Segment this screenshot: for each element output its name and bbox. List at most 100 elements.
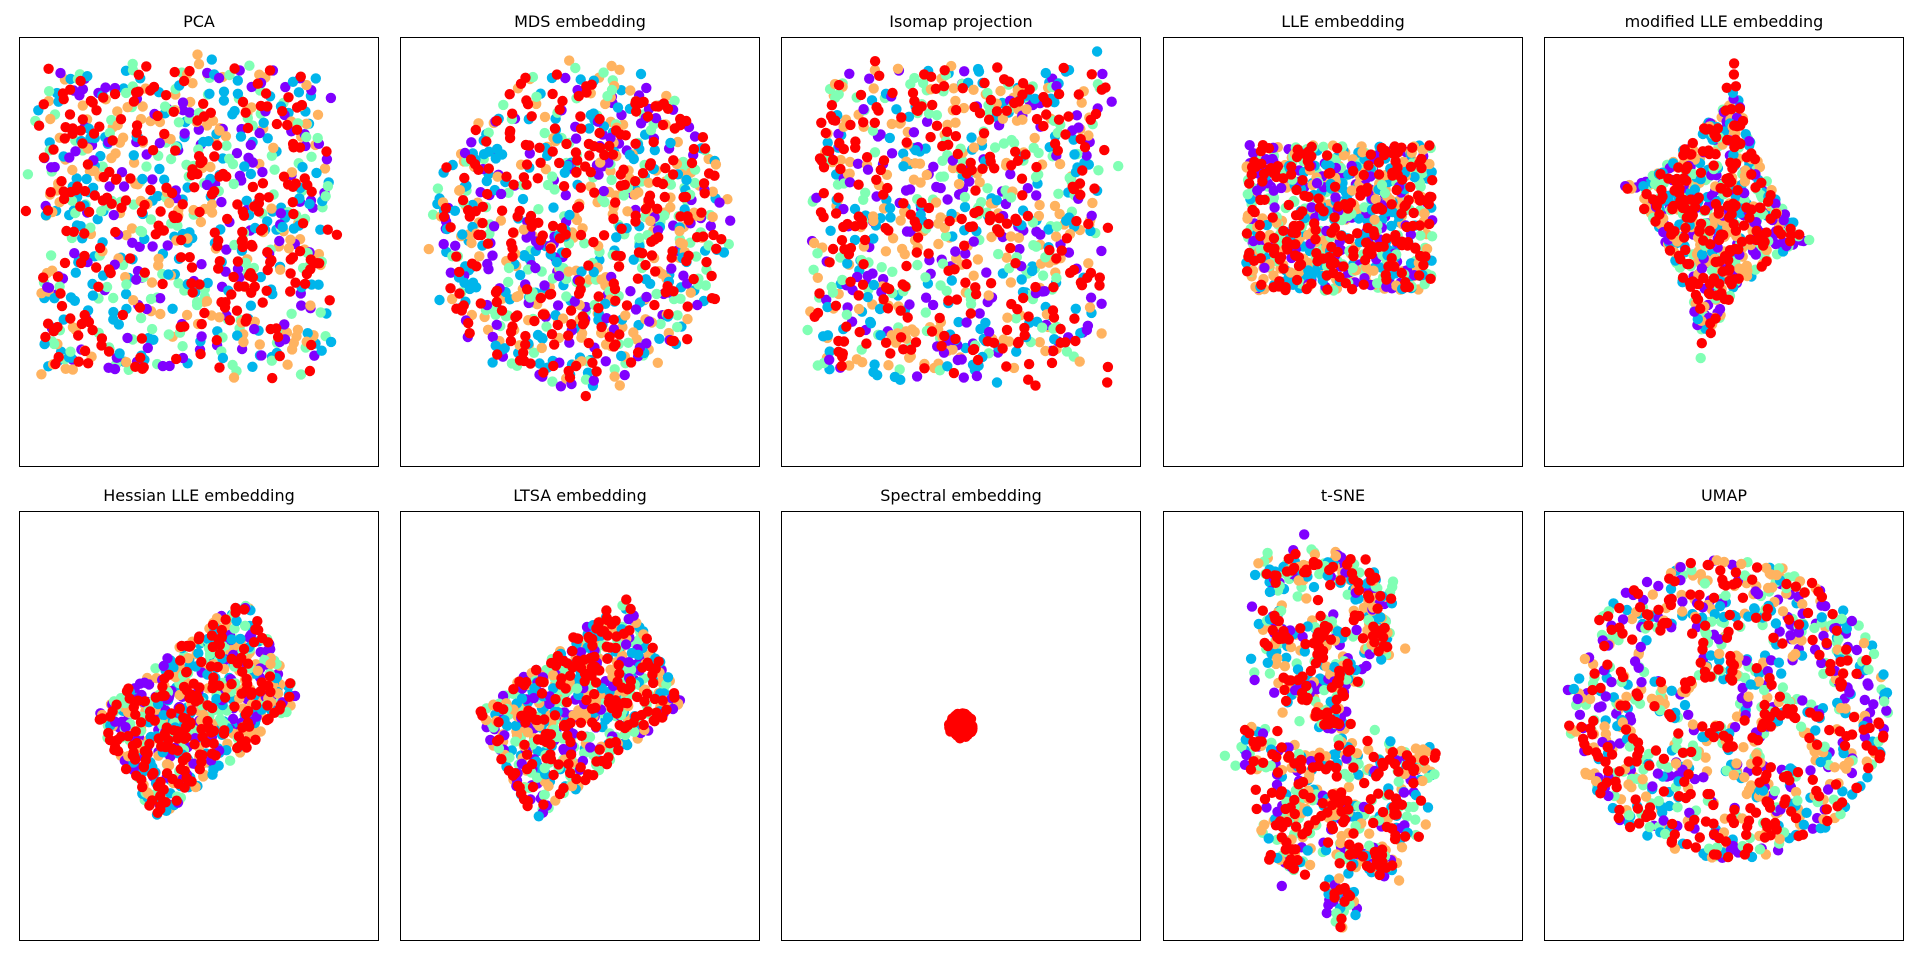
data-point bbox=[844, 360, 855, 371]
data-point bbox=[912, 259, 923, 271]
data-point bbox=[196, 259, 207, 270]
data-point bbox=[150, 692, 162, 703]
data-point bbox=[423, 243, 434, 255]
data-point bbox=[533, 204, 544, 215]
data-point bbox=[1664, 245, 1676, 256]
data-point bbox=[1697, 146, 1709, 157]
data-point bbox=[645, 125, 657, 136]
data-point bbox=[216, 297, 227, 308]
data-point bbox=[950, 117, 961, 128]
data-point bbox=[166, 708, 177, 719]
data-point bbox=[196, 318, 207, 330]
data-point bbox=[226, 653, 237, 665]
data-point bbox=[594, 113, 605, 125]
data-point bbox=[678, 192, 689, 203]
data-point bbox=[231, 305, 243, 316]
data-point bbox=[262, 264, 273, 276]
data-point bbox=[1053, 188, 1064, 199]
data-point bbox=[982, 183, 993, 194]
data-point bbox=[109, 88, 121, 100]
data-point bbox=[1241, 266, 1253, 277]
data-point bbox=[265, 658, 276, 670]
data-point bbox=[659, 210, 670, 221]
data-point bbox=[446, 293, 458, 305]
data-point bbox=[675, 293, 686, 304]
data-point bbox=[247, 181, 259, 193]
data-point bbox=[1670, 176, 1682, 187]
data-point bbox=[1001, 252, 1012, 263]
data-point bbox=[247, 241, 258, 252]
data-point bbox=[1770, 208, 1782, 219]
data-point bbox=[948, 83, 959, 94]
data-point bbox=[309, 350, 320, 361]
data-point bbox=[985, 94, 997, 106]
data-point bbox=[195, 216, 207, 228]
data-point bbox=[625, 357, 637, 368]
data-point bbox=[82, 358, 94, 369]
data-point bbox=[526, 111, 537, 122]
data-point bbox=[974, 108, 986, 119]
data-point bbox=[255, 225, 267, 236]
data-point bbox=[320, 191, 331, 202]
data-point bbox=[629, 189, 640, 200]
data-point bbox=[837, 348, 848, 359]
data-point bbox=[184, 65, 195, 77]
data-point bbox=[939, 330, 950, 342]
data-point bbox=[299, 278, 311, 289]
data-point bbox=[1278, 225, 1289, 236]
data-point bbox=[1031, 226, 1042, 237]
data-point bbox=[518, 224, 529, 235]
data-point bbox=[941, 126, 953, 137]
data-point bbox=[651, 288, 662, 300]
data-point bbox=[842, 169, 854, 180]
data-point bbox=[1051, 253, 1062, 264]
data-point bbox=[710, 159, 722, 170]
data-point bbox=[644, 198, 655, 209]
data-point bbox=[1392, 162, 1403, 173]
data-point bbox=[611, 232, 622, 243]
data-point bbox=[580, 390, 591, 402]
data-point bbox=[274, 350, 285, 362]
data-point bbox=[120, 195, 132, 206]
plot-area bbox=[19, 511, 379, 941]
data-point bbox=[895, 215, 906, 226]
data-point bbox=[1019, 330, 1030, 341]
data-point bbox=[206, 54, 217, 65]
data-point bbox=[698, 178, 710, 189]
data-point bbox=[1040, 67, 1051, 79]
data-point bbox=[895, 305, 906, 316]
data-point bbox=[549, 339, 560, 350]
data-point bbox=[167, 303, 178, 314]
data-point bbox=[682, 313, 693, 325]
data-point bbox=[265, 323, 276, 335]
data-point bbox=[1075, 277, 1087, 288]
data-point bbox=[1005, 242, 1016, 254]
data-point bbox=[907, 87, 919, 99]
scatter-plot bbox=[94, 600, 301, 820]
data-point bbox=[994, 227, 1005, 238]
data-point bbox=[833, 79, 845, 91]
data-point bbox=[226, 289, 237, 300]
data-point bbox=[155, 206, 166, 217]
data-point bbox=[1622, 183, 1633, 194]
data-point bbox=[136, 226, 148, 238]
data-point bbox=[294, 246, 306, 257]
data-point bbox=[213, 72, 225, 84]
data-point bbox=[139, 746, 150, 757]
data-point bbox=[1365, 149, 1377, 160]
data-point bbox=[432, 183, 444, 194]
data-point bbox=[615, 250, 626, 262]
data-point bbox=[1688, 168, 1699, 180]
data-point bbox=[288, 337, 299, 349]
data-point bbox=[600, 356, 611, 367]
data-point bbox=[181, 772, 192, 784]
data-point bbox=[1297, 175, 1308, 186]
data-point bbox=[869, 359, 880, 370]
data-point bbox=[593, 291, 604, 302]
data-point bbox=[845, 119, 856, 131]
data-point bbox=[295, 71, 306, 82]
data-point bbox=[529, 315, 540, 327]
data-point bbox=[1016, 173, 1028, 184]
data-point bbox=[183, 653, 194, 664]
data-point bbox=[869, 117, 880, 128]
